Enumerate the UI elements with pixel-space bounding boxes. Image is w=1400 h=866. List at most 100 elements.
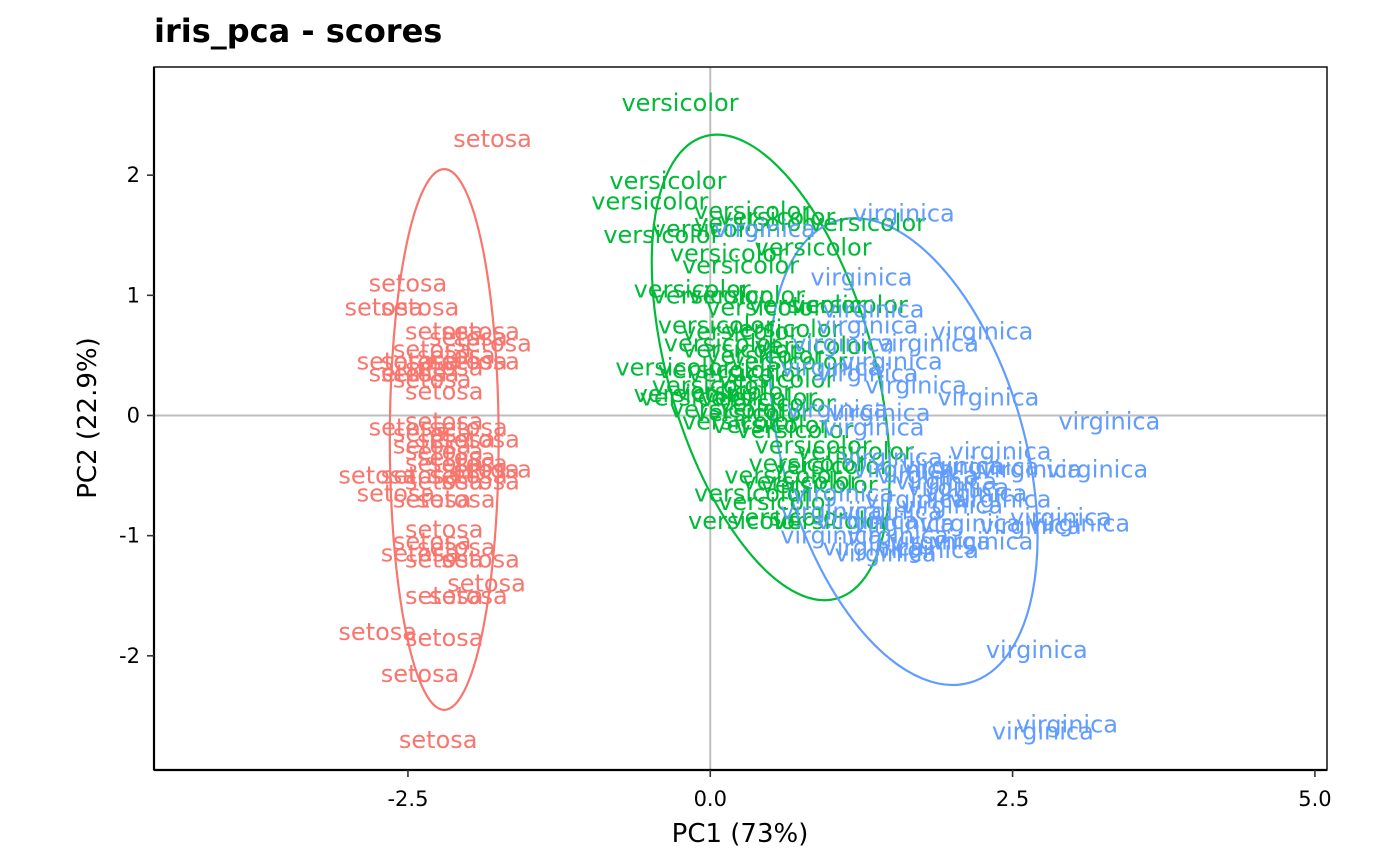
point-label-virginica: virginica	[992, 718, 1094, 746]
point-label-versicolor: versicolor	[718, 203, 835, 231]
point-label-setosa: setosa	[441, 347, 520, 375]
point-label-versicolor: versicolor	[724, 315, 841, 343]
point-label-virginica: virginica	[986, 636, 1088, 664]
point-label-setosa: setosa	[441, 468, 520, 496]
point-label-virginica: virginica	[919, 510, 1021, 538]
point-label-virginica: virginica	[889, 528, 991, 556]
point-label-virginica: virginica	[937, 453, 1039, 481]
point-label-virginica: virginica	[829, 399, 931, 427]
point-label-virginica: virginica	[949, 438, 1051, 466]
point-label-setosa: setosa	[417, 341, 496, 369]
point-label-versicolor: versicolor	[652, 281, 769, 309]
point-label-setosa: setosa	[453, 456, 532, 484]
point-label-virginica: virginica	[816, 507, 918, 535]
point-label-setosa: setosa	[441, 546, 520, 574]
point-label-virginica: virginica	[816, 359, 918, 387]
point-label-virginica: virginica	[792, 329, 894, 357]
point-label-versicolor: versicolor	[730, 347, 847, 375]
point-label-virginica: virginica	[816, 311, 918, 339]
point-label-versicolor: versicolor	[694, 197, 811, 225]
point-label-virginica: virginica	[931, 528, 1033, 556]
point-label-versicolor: versicolor	[682, 335, 799, 363]
x-tick-label: 0.0	[694, 787, 727, 811]
point-label-virginica: virginica	[907, 474, 1009, 502]
point-label-setosa: setosa	[381, 462, 460, 490]
point-label-virginica: virginica	[847, 522, 949, 550]
point-label-setosa: setosa	[405, 438, 484, 466]
y-axis-title: PC2 (22.9%)	[73, 337, 103, 499]
point-label-setosa: setosa	[429, 462, 508, 490]
point-label-setosa: setosa	[405, 353, 484, 381]
point-label-setosa: setosa	[405, 624, 484, 652]
ellipse-virginica	[768, 217, 1039, 687]
point-label-virginica: virginica	[841, 444, 943, 472]
point-label-setosa: setosa	[405, 408, 484, 436]
y-tick-label: 2	[127, 163, 140, 187]
point-label-virginica: virginica	[780, 498, 882, 526]
point-label-versicolor: versicolor	[724, 462, 841, 490]
point-label-setosa: setosa	[393, 420, 472, 448]
point-label-setosa: setosa	[417, 486, 496, 514]
point-label-versicolor: versicolor	[682, 408, 799, 436]
point-label-versicolor: versicolor	[748, 450, 865, 478]
point-label-virginica: virginica	[937, 383, 1039, 411]
point-label-versicolor: versicolor	[634, 275, 751, 303]
point-label-setosa: setosa	[453, 125, 532, 153]
point-label-versicolor: versicolor	[688, 359, 805, 387]
point-label-setosa: setosa	[393, 365, 472, 393]
point-label-versicolor: versicolor	[688, 281, 805, 309]
point-label-setosa: setosa	[381, 540, 460, 568]
point-label-versicolor: versicolor	[652, 215, 769, 243]
point-label-virginica: virginica	[980, 512, 1082, 540]
point-label-virginica: virginica	[1016, 710, 1118, 738]
point-label-virginica: virginica	[786, 395, 888, 423]
point-label-setosa: setosa	[441, 456, 520, 484]
point-label-setosa: setosa	[393, 486, 472, 514]
point-label-setosa: setosa	[369, 359, 448, 387]
y-tick-label: 1	[127, 283, 140, 307]
point-label-virginica: virginica	[853, 510, 955, 538]
point-label-virginica: virginica	[823, 414, 925, 442]
point-label-virginica: virginica	[949, 486, 1051, 514]
point-label-versicolor: versicolor	[742, 468, 859, 496]
point-label-setosa: setosa	[393, 335, 472, 363]
point-label-virginica: virginica	[1046, 456, 1148, 484]
point-label-versicolor: versicolor	[603, 221, 720, 249]
y-tick-label: 0	[127, 403, 140, 427]
x-tick-label: 5.0	[1298, 787, 1331, 811]
point-label-setosa: setosa	[405, 546, 484, 574]
point-label-versicolor: versicolor	[736, 416, 853, 444]
point-label-setosa: setosa	[405, 582, 484, 610]
point-label-versicolor: versicolor	[688, 507, 805, 535]
point-label-virginica: virginica	[1058, 408, 1160, 436]
point-label-virginica: virginica	[1010, 504, 1112, 532]
point-label-setosa: setosa	[381, 660, 460, 688]
point-label-setosa: setosa	[393, 528, 472, 556]
point-label-versicolor: versicolor	[706, 293, 823, 321]
point-label-versicolor: versicolor	[755, 432, 872, 460]
point-label-setosa: setosa	[417, 534, 496, 562]
point-label-virginica: virginica	[865, 371, 967, 399]
point-label-setosa: setosa	[405, 516, 484, 544]
point-label-versicolor: versicolor	[755, 233, 872, 261]
point-label-versicolor: versicolor	[791, 291, 908, 319]
point-label-setosa: setosa	[357, 480, 436, 508]
point-label-setosa: setosa	[441, 426, 520, 454]
point-label-versicolor: versicolor	[591, 188, 708, 216]
point-label-setosa: setosa	[381, 347, 460, 375]
y-axis: -2 -1 0 1 2	[119, 67, 156, 770]
point-label-versicolor: versicolor	[797, 438, 914, 466]
point-label-virginica: virginica	[901, 492, 1003, 520]
point-label-virginica: virginica	[841, 347, 943, 375]
point-label-virginica: virginica	[901, 452, 1003, 480]
point-label-setosa: setosa	[357, 347, 436, 375]
point-label-virginica: virginica	[895, 468, 997, 496]
point-label-versicolor: versicolor	[676, 377, 793, 405]
y-tick-label: -1	[119, 524, 140, 548]
point-label-versicolor: versicolor	[670, 395, 787, 423]
point-label-setosa: setosa	[369, 269, 448, 297]
point-label-setosa: setosa	[405, 468, 484, 496]
point-label-setosa: setosa	[429, 414, 508, 442]
